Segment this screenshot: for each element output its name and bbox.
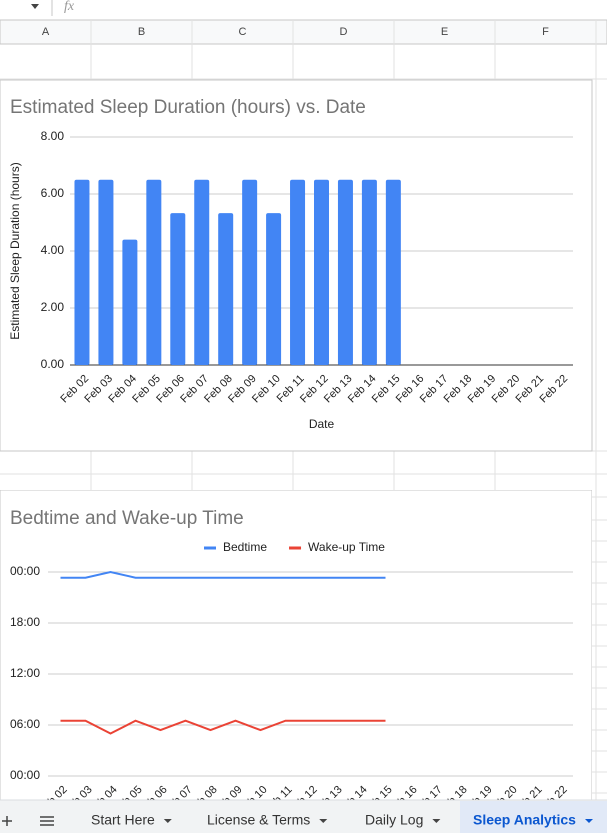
legend: Bedtime Wake-up Time [204, 540, 385, 554]
bar [337, 179, 353, 365]
bar [74, 179, 90, 365]
tab-label[interactable]: Start Here [91, 812, 155, 828]
chart-title: Estimated Sleep Duration (hours) vs. Dat… [10, 97, 366, 118]
bar [266, 213, 282, 365]
bar [194, 179, 210, 365]
y-tick-label: 8.00 [41, 129, 65, 143]
y-tick-label: 18:00 [10, 615, 40, 629]
y-tick-label: 00:00 [10, 768, 40, 782]
y-tick-label: 12:00 [10, 666, 40, 680]
column-header[interactable]: C [239, 26, 247, 38]
sheet-tab[interactable]: Start Here [91, 812, 172, 828]
column-header[interactable]: F [542, 26, 549, 38]
series-line [60, 570, 386, 579]
legend-label: Wake-up Time [308, 540, 385, 554]
bar [242, 179, 258, 365]
tab-dropdown[interactable] [584, 819, 593, 823]
formula-label: fx [64, 0, 75, 14]
active-tab-bg [460, 801, 607, 833]
tab-label[interactable]: License & Terms [207, 812, 310, 828]
legend-label: Bedtime [223, 540, 267, 554]
name-box-dropdown[interactable] [31, 4, 39, 9]
sheet-tab[interactable]: License & Terms [207, 812, 328, 828]
column-header-bar [0, 19, 607, 45]
column-header[interactable]: B [138, 26, 145, 38]
series-line [60, 719, 386, 735]
bar [290, 179, 306, 365]
y-tick-label: 06:00 [10, 717, 40, 731]
tab-dropdown[interactable] [319, 819, 328, 823]
tab-label[interactable]: Sleep Analytics [473, 812, 576, 828]
y-tick-label: 00:00 [10, 564, 40, 578]
column-header[interactable]: E [441, 26, 448, 38]
bar [361, 179, 377, 365]
bar [385, 179, 401, 365]
bar [170, 213, 186, 365]
tab-dropdown[interactable] [163, 819, 172, 823]
y-tick-label: 4.00 [41, 243, 65, 257]
bar [146, 179, 162, 365]
sheet-tab[interactable]: Sleep Analytics [460, 801, 607, 833]
line-chart: Bedtime and Wake-up Time 00:00 06:00 12:00 1… [0, 490, 592, 800]
x-axis-label: Date [309, 417, 335, 431]
chart-area [0, 490, 592, 800]
bar [98, 179, 114, 365]
sheet-tab-bar: Start Here License & Terms Daily Log Sleep … [0, 799, 607, 833]
add-sheet-button[interactable] [2, 816, 12, 826]
chart-title: Bedtime and Wake-up Time [10, 508, 244, 529]
column-header[interactable]: A [42, 26, 50, 38]
column-header[interactable]: D [340, 26, 348, 38]
y-tick-label: 2.00 [41, 300, 65, 314]
tab-dropdown[interactable] [432, 819, 441, 823]
y-tick-label: 6.00 [41, 186, 65, 200]
bar [218, 213, 234, 365]
formula-bar [0, 0, 607, 20]
sheet-tab[interactable]: Daily Log [365, 812, 441, 828]
y-tick-label: 0.00 [41, 357, 65, 371]
bar [122, 239, 138, 365]
y-axis-label: Estimated Sleep Duration (hours) [8, 162, 22, 339]
tab-label[interactable]: Daily Log [365, 812, 423, 828]
bar-chart: Estimated Sleep Duration (hours) vs. Dat… [0, 79, 593, 452]
bar [314, 179, 329, 365]
all-sheets-button[interactable] [40, 816, 54, 826]
